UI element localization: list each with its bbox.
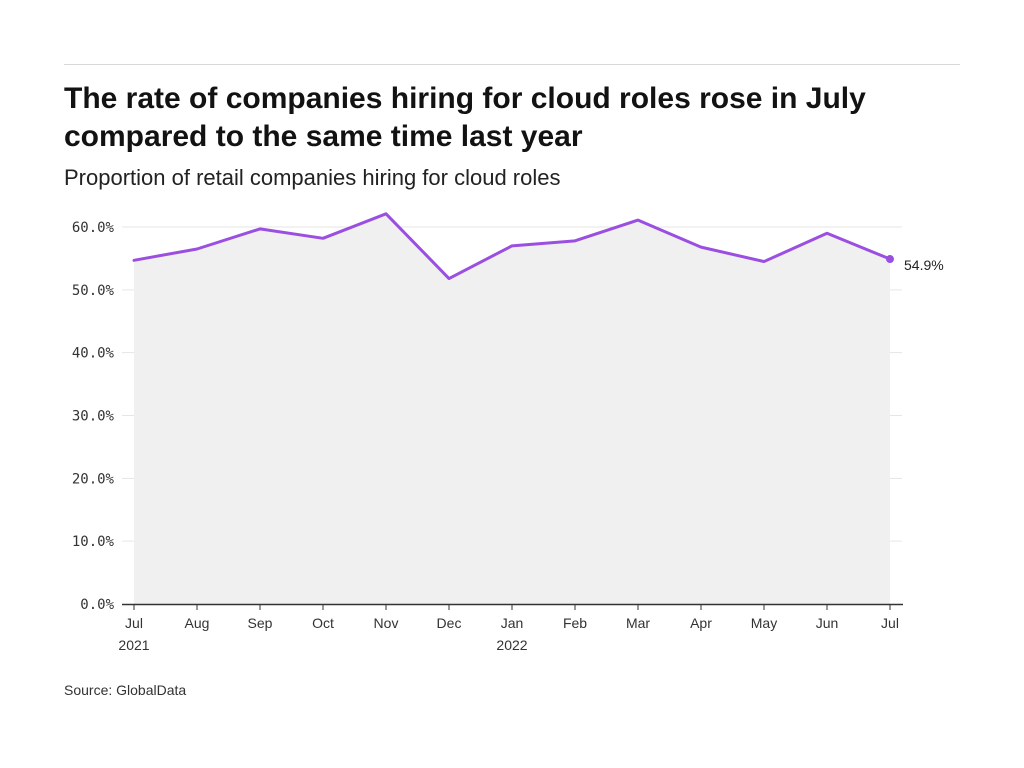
x-tick-label: Mar: [626, 615, 650, 631]
x-tick-label: Feb: [563, 615, 587, 631]
y-tick-label: 20.0%: [72, 471, 115, 487]
top-rule: [64, 64, 960, 65]
area-fill: [134, 213, 890, 604]
x-tick-label: Jan 2022: [496, 615, 527, 653]
source-note: Source: GlobalData: [64, 682, 187, 698]
x-tick-label: Jul: [881, 615, 899, 631]
y-tick-label: 60.0%: [72, 220, 115, 236]
x-tick-label: Dec: [437, 615, 462, 631]
y-axis-ticks: 0.0% 10.0% 20.0% 30.0% 40.0% 50.0% 60.0%: [72, 220, 115, 613]
x-tick-label: May: [751, 615, 777, 631]
series-line: [132, 212, 892, 281]
x-tick-label: Apr: [690, 615, 712, 631]
x-tick-label: Sep: [248, 615, 273, 631]
end-point-marker: [886, 255, 894, 264]
chart-title: The rate of companies hiring for cloud r…: [64, 82, 866, 153]
x-tick-label: Nov: [374, 615, 399, 631]
y-tick-label: 50.0%: [72, 283, 115, 299]
end-point-label: 54.9%: [904, 257, 944, 273]
x-tick-label: Aug: [185, 615, 210, 631]
y-tick-label: 30.0%: [72, 409, 115, 425]
y-tick-label: 40.0%: [72, 346, 115, 362]
y-tick-label: 10.0%: [72, 534, 115, 550]
x-tick-label: Jul 2021: [118, 615, 149, 653]
x-tick-label: Oct: [312, 615, 334, 631]
y-tick-label: 0.0%: [80, 597, 114, 613]
chart-subtitle: Proportion of retail companies hiring fo…: [64, 165, 561, 190]
x-axis-ticks: Jul 2021 Aug Sep Oct Nov Dec Jan 2022 Feb Mar Apr Ma…: [118, 604, 899, 653]
x-tick-label: Jun: [816, 615, 839, 631]
